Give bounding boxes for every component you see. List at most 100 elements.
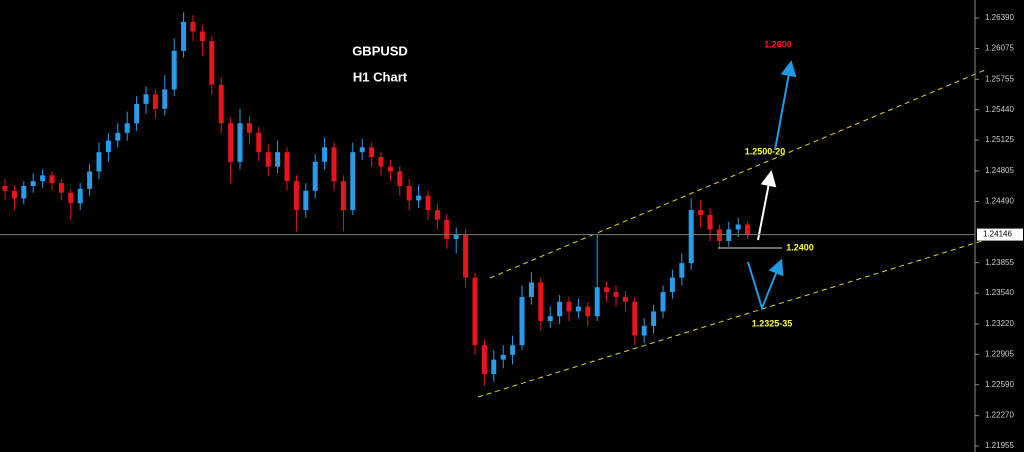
- candle-body: [425, 195, 431, 211]
- candle-body: [387, 166, 393, 172]
- y-tick-label: 1.22905: [985, 349, 1014, 358]
- candle-body: [369, 147, 375, 158]
- y-tick-label: 1.23220: [985, 319, 1014, 328]
- y-tick-label: 1.22270: [985, 411, 1014, 420]
- arrow-bounce: [747, 258, 784, 311]
- candle-body: [481, 345, 487, 375]
- candle-body: [594, 287, 600, 317]
- candle-body: [585, 306, 591, 317]
- candle-body: [303, 190, 309, 211]
- channel-upper: [489, 69, 986, 279]
- candle-body: [557, 301, 563, 317]
- chart-title: GBPUSD: [352, 43, 408, 58]
- candle-body: [416, 195, 422, 201]
- arrow-up: [757, 170, 777, 241]
- candle-body: [87, 171, 93, 189]
- candle-body: [237, 123, 243, 162]
- annotation: 1.2500-20: [745, 146, 786, 156]
- candle-body: [218, 84, 224, 124]
- candle-body: [49, 175, 55, 184]
- candle-body: [209, 41, 215, 85]
- candle-body: [463, 234, 469, 278]
- candle-body: [716, 229, 722, 241]
- candle-body: [96, 152, 102, 172]
- annotation: 1.2400: [786, 242, 814, 252]
- candle-body: [688, 210, 694, 264]
- candle-body: [124, 123, 130, 133]
- arrow-target: [774, 60, 797, 151]
- candle-body: [444, 219, 450, 240]
- plot: [2, 12, 751, 386]
- candle-body: [105, 140, 111, 153]
- candle-body: [11, 190, 17, 199]
- candle-body: [519, 296, 525, 346]
- candle-body: [77, 188, 83, 204]
- candle-body: [528, 282, 534, 297]
- y-tick-label: 1.22590: [985, 380, 1014, 389]
- candle-body: [171, 50, 177, 90]
- candle-body: [500, 354, 506, 360]
- candle-body: [707, 214, 713, 230]
- candle-body: [735, 224, 741, 230]
- candle-body: [698, 210, 704, 215]
- candle-body: [312, 161, 318, 191]
- candle-body: [651, 311, 657, 326]
- chart-subtitle: H1 Chart: [353, 69, 408, 84]
- candle-body: [745, 224, 751, 235]
- candle-body: [199, 31, 205, 42]
- y-tick-label: 1.24490: [985, 197, 1014, 206]
- candle-body: [275, 152, 281, 167]
- candle-body: [152, 94, 158, 109]
- candle-body: [434, 210, 440, 220]
- candle-body: [58, 183, 64, 193]
- y-tick-label: 1.23855: [985, 258, 1014, 267]
- candle-body: [378, 157, 384, 167]
- candle-body: [331, 147, 337, 182]
- candle-body: [641, 325, 647, 336]
- candle-body: [322, 147, 328, 162]
- channel-lower: [477, 239, 986, 398]
- candle-body: [359, 147, 365, 153]
- candle-body: [190, 21, 196, 32]
- y-tick-label: 1.26390: [985, 13, 1014, 22]
- candle-body: [660, 292, 666, 312]
- candle-body: [679, 263, 685, 278]
- candle-body: [669, 277, 675, 293]
- candle-body: [284, 152, 290, 182]
- candle-body: [397, 171, 403, 186]
- candle-body: [472, 277, 478, 346]
- candle-body: [632, 301, 638, 336]
- candle-body: [246, 123, 252, 133]
- candle-body: [510, 345, 516, 355]
- candle-body: [350, 152, 356, 211]
- candle-body: [143, 94, 149, 104]
- candle-body: [547, 316, 553, 322]
- candle-body: [604, 287, 610, 293]
- candle-body: [726, 229, 732, 241]
- candle-body: [575, 306, 581, 312]
- candle-body: [134, 103, 140, 124]
- candle-body: [566, 301, 572, 312]
- candle-body: [406, 185, 412, 201]
- y-tick-label: 1.26075: [985, 44, 1014, 53]
- candle-body: [2, 185, 8, 191]
- candle-body: [622, 296, 628, 302]
- candle-body: [256, 132, 262, 153]
- candle-body: [265, 152, 271, 167]
- candle-body: [613, 292, 619, 297]
- candle-body: [40, 175, 46, 182]
- y-tick-label: 1.25125: [985, 135, 1014, 144]
- y-tick-label: 1.24805: [985, 166, 1014, 175]
- y-tick-label: 1.21955: [985, 441, 1014, 450]
- candle-body: [453, 234, 459, 240]
- candle-body: [491, 359, 497, 375]
- candle-body: [181, 21, 187, 51]
- candle-body: [30, 181, 36, 186]
- y-tick-label: 1.25440: [985, 105, 1014, 114]
- y-tick-label: 1.23540: [985, 288, 1014, 297]
- candle-body: [538, 282, 544, 322]
- candle-body: [340, 181, 346, 211]
- candle-body: [68, 192, 74, 204]
